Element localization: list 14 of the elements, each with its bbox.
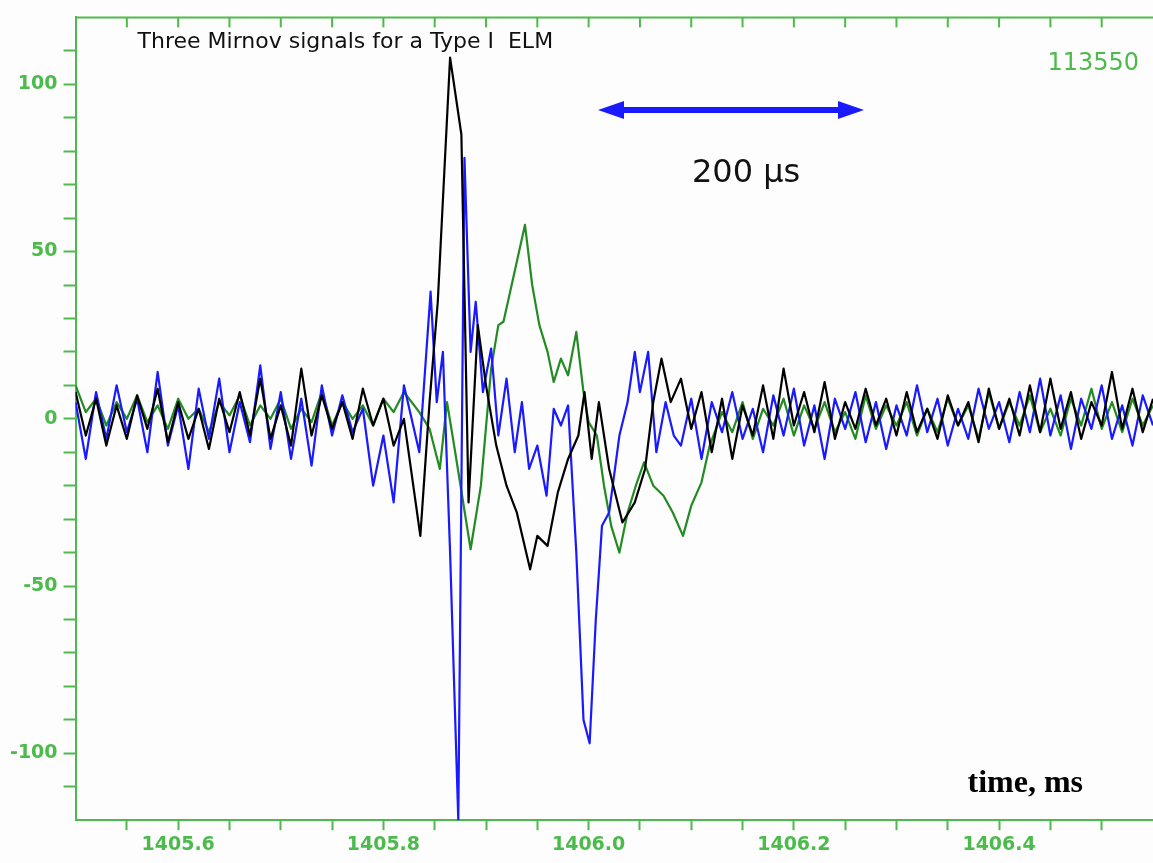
- y-tick-label: 50: [31, 238, 58, 261]
- x-axis-title: time, ms: [967, 763, 1083, 800]
- y-tick-label: -50: [23, 572, 58, 595]
- x-tick-label: 1405.8: [346, 831, 421, 854]
- annotation: 200 µs: [692, 152, 801, 191]
- y-tick-label: -100: [10, 740, 58, 763]
- x-tick-label: 1406.4: [962, 831, 1036, 854]
- x-tick-label: 1406.2: [757, 831, 831, 854]
- x-tick-label: 1406.0: [551, 831, 626, 854]
- annotation: 113550: [1047, 47, 1139, 76]
- text: Three Mirnov signals for a Type I ELM: [136, 28, 554, 54]
- y-tick-label: 0: [44, 405, 58, 428]
- y-tick-label: 100: [17, 71, 58, 94]
- x-tick-label: 1405.6: [141, 831, 215, 854]
